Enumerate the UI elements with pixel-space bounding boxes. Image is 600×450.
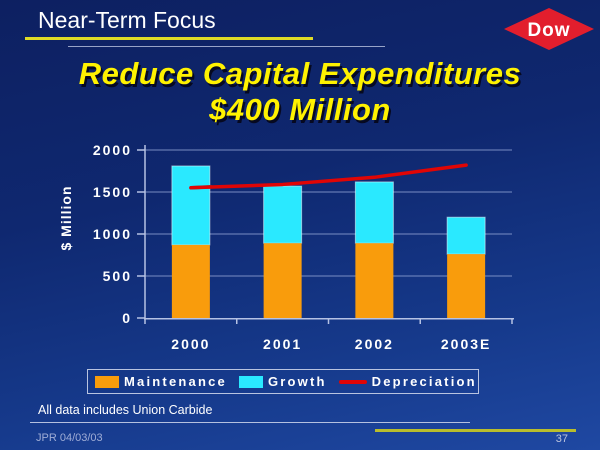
bar-maintenance-2002: [355, 243, 394, 318]
chart-legend: Maintenance Growth Depreciation: [87, 369, 479, 394]
y-tick-label-2000: 2000: [93, 142, 132, 158]
legend-swatch-growth: [238, 375, 263, 388]
depreciation-line: [189, 163, 468, 190]
bar-growth-2001: [263, 185, 303, 244]
legend-label-depreciation: Depreciation: [371, 374, 477, 389]
slide-main-title: Reduce Capital Expenditures $400 Million: [0, 56, 600, 128]
y-tick-label-500: 500: [103, 268, 132, 284]
footer-page-number: 37: [555, 433, 568, 445]
legend-swatch-maintenance: [95, 375, 119, 388]
x-tick-label-2003E: 2003E: [441, 336, 491, 352]
bar-growth-2003E: [446, 216, 486, 255]
legend-swatch-depreciation-line: [338, 379, 367, 384]
y-tick-label-1000: 1000: [93, 226, 132, 242]
y-axis-title: $ Million: [58, 185, 74, 251]
main-title-line2: $400 Million: [209, 92, 391, 127]
y-tick-label-0: 0: [122, 310, 132, 326]
bar-maintenance-2001: [263, 243, 302, 318]
x-tick-label-2002: 2002: [355, 336, 394, 352]
x-tick-label-2000: 2000: [171, 336, 210, 352]
footer-initials-date: JPR 04/03/03: [36, 432, 103, 444]
bar-growth-2002: [354, 181, 394, 244]
x-tick-label-2001: 2001: [263, 336, 302, 352]
header-white-rule: [68, 46, 385, 47]
bar-maintenance-2003E: [447, 254, 486, 318]
dow-diamond-icon: [504, 8, 594, 50]
footer-note: All data includes Union Carbide: [38, 403, 213, 417]
footer-olive-rule: [375, 429, 576, 432]
bar-maintenance-2000: [171, 244, 210, 318]
main-title-line1: Reduce Capital Expenditures: [78, 56, 522, 91]
header-yellow-rule: [25, 37, 313, 40]
legend-label-maintenance: Maintenance: [124, 374, 227, 389]
footer-note-underline: [30, 422, 470, 423]
y-tick-label-1500: 1500: [93, 184, 132, 200]
slide-header-title: Near-Term Focus: [38, 7, 216, 33]
dow-logo: Dow: [504, 8, 594, 50]
dow-logo-text: Dow: [527, 20, 570, 41]
legend-label-growth: Growth: [267, 374, 327, 389]
bar-growth-2000: [171, 165, 211, 246]
